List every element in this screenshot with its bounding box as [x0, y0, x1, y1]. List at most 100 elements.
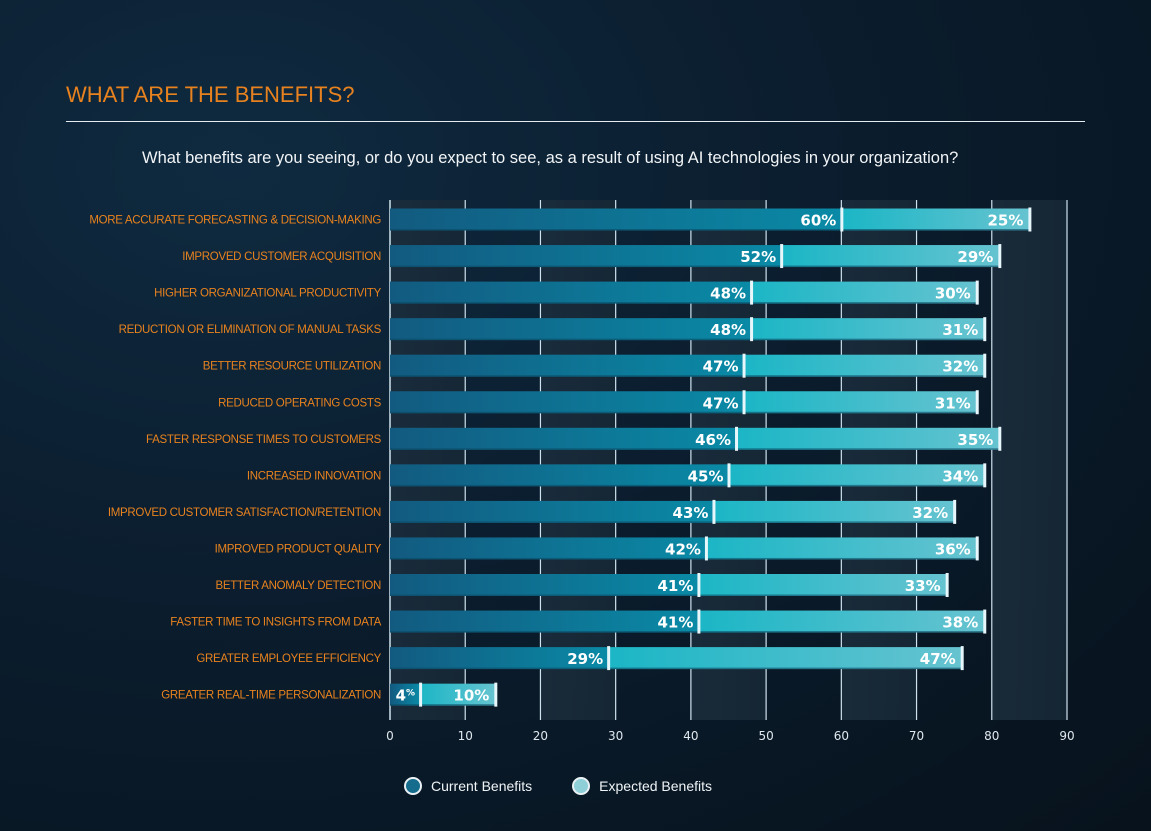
- bar-separator: [750, 317, 754, 342]
- bar-end-marker: [998, 244, 1002, 269]
- bar-current: [390, 574, 699, 596]
- bar-separator: [419, 682, 423, 707]
- bar-expected: [841, 208, 1030, 231]
- bars: 60% 25% 52% 29% 48% 30% 48% 31% 47% 32% 47% 31% 46% 3…: [390, 207, 1032, 707]
- bar-end-marker: [494, 682, 498, 707]
- category-label: REDUCED OPERATING COSTS: [218, 397, 381, 409]
- bar-end-marker: [975, 280, 979, 305]
- value-label-expected: 36%: [935, 540, 971, 558]
- value-label-expected: 38%: [942, 614, 978, 632]
- bar-end-marker: [983, 463, 987, 488]
- legend: Current Benefits Expected Benefits: [404, 777, 752, 795]
- value-label-expected: 10%: [453, 687, 489, 705]
- x-tick-label: 60: [834, 729, 849, 743]
- bar-end-marker: [998, 426, 1002, 451]
- value-label-current: 48%: [710, 321, 746, 339]
- category-label: INCREASED INNOVATION: [247, 470, 381, 482]
- x-tick-label: 0: [386, 729, 394, 743]
- bar-end-marker: [983, 609, 987, 634]
- value-label-current: 48%: [710, 285, 746, 303]
- bar-current: [390, 500, 714, 523]
- category-label: GREATER EMPLOYEE EFFICIENCY: [196, 653, 381, 665]
- bar-end-marker: [945, 573, 949, 597]
- grid-bands: [390, 200, 1067, 720]
- bar-current: [390, 281, 752, 304]
- bar-expected: [751, 281, 977, 304]
- grid-band: [991, 200, 1067, 720]
- category-label: IMPROVED PRODUCT QUALITY: [215, 543, 382, 555]
- bar-current: [390, 427, 737, 450]
- value-label-expected: 34%: [942, 467, 978, 485]
- grid-band: [690, 200, 767, 720]
- value-label-expected: 33%: [905, 577, 941, 595]
- category-label: GREATER REAL-TIME PERSONALIZATION: [161, 690, 381, 702]
- x-tick-label: 50: [758, 729, 773, 743]
- bar-shadow: [390, 338, 985, 341]
- x-tick-label: 80: [984, 729, 999, 743]
- bar-shadow: [390, 265, 1000, 268]
- category-label: MORE ACCURATE FORECASTING & DECISION-MAK…: [89, 215, 381, 227]
- x-tick-label: 10: [458, 729, 473, 743]
- bar-separator: [780, 244, 784, 269]
- legend-label-current: Current Benefits: [431, 778, 533, 794]
- bar-expected: [698, 610, 985, 633]
- bar-current: [390, 245, 782, 268]
- bar-separator: [742, 353, 746, 378]
- grid-band: [841, 200, 917, 720]
- bar-shadow: [390, 229, 1030, 231]
- bar-shadow: [390, 302, 977, 304]
- bar-current: [390, 318, 752, 341]
- category-labels: MORE ACCURATE FORECASTING & DECISION-MAK…: [89, 215, 382, 702]
- x-tick-label: 20: [533, 729, 548, 743]
- bar-separator: [697, 573, 701, 597]
- value-label-current: 47%: [703, 358, 739, 376]
- value-label-expected: 31%: [942, 321, 978, 339]
- category-label: REDUCTION OR ELIMINATION OF MANUAL TASKS: [119, 324, 382, 336]
- x-tick-label: 40: [683, 729, 698, 743]
- legend-label-expected: Expected Benefits: [599, 778, 713, 794]
- bar-expected: [698, 574, 947, 596]
- chart-question: What benefits are you seeing, or do you …: [142, 149, 959, 167]
- bar-shadow: [390, 631, 985, 633]
- bar-separator: [704, 536, 708, 561]
- category-label: IMPROVED CUSTOMER SATISFACTION/RETENTION: [108, 507, 381, 519]
- bar-separator: [750, 280, 754, 305]
- bar-expected: [736, 427, 1000, 450]
- value-label-expected: 32%: [912, 504, 948, 522]
- category-label: HIGHER ORGANIZATIONAL PRODUCTIVITY: [154, 288, 381, 300]
- category-label: IMPROVED CUSTOMER ACQUISITION: [182, 251, 381, 263]
- bar-separator: [712, 499, 716, 524]
- value-label-current: 41%: [658, 577, 694, 595]
- bar-shadow: [390, 411, 977, 414]
- legend-item-current[interactable]: Current Benefits: [404, 777, 532, 795]
- x-tick-label: 70: [909, 729, 924, 743]
- value-label-current: 42%: [665, 540, 701, 558]
- value-label-expected: 31%: [935, 394, 971, 412]
- bar-current: [390, 537, 706, 560]
- category-label: FASTER RESPONSE TIMES TO CUSTOMERS: [146, 434, 382, 446]
- value-label-expected: 30%: [935, 285, 971, 303]
- bar-separator: [697, 609, 701, 634]
- value-label-current: 52%: [740, 248, 776, 266]
- bar-expected: [728, 464, 985, 487]
- value-label-current: 29%: [567, 650, 603, 668]
- legend-swatch-current: [404, 777, 422, 795]
- bar-end-marker: [983, 317, 987, 342]
- bar-expected: [420, 683, 496, 706]
- legend-item-expected[interactable]: Expected Benefits: [572, 777, 712, 795]
- bar-end-marker: [953, 499, 957, 524]
- bar-end-marker: [975, 390, 979, 415]
- bar-shadow: [390, 448, 1000, 450]
- bar-current: [390, 354, 744, 377]
- bar-current: [390, 647, 609, 670]
- bar-shadow: [390, 557, 977, 560]
- bar-separator: [735, 426, 739, 451]
- bar-shadow: [390, 594, 947, 596]
- value-label-current: 41%: [658, 614, 694, 632]
- bar-current: [390, 391, 744, 414]
- bar-current: [390, 464, 729, 487]
- bar-separator: [840, 207, 844, 232]
- page-title: WHAT ARE THE BENEFITS?: [66, 82, 355, 107]
- bar-separator: [742, 390, 746, 415]
